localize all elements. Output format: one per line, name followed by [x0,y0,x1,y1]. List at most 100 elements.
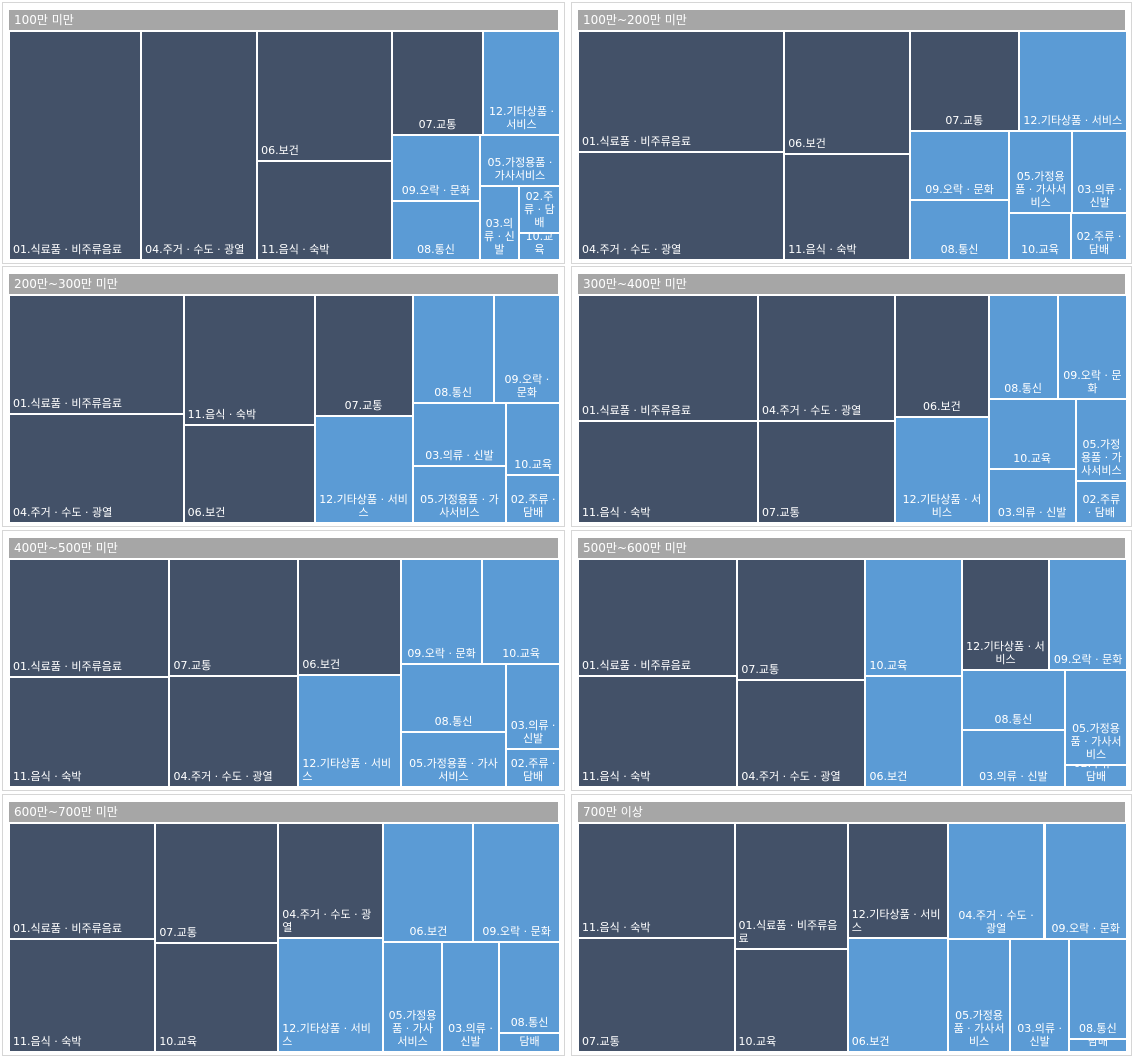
treemap-cell: 11.음식 · 숙박 [183,295,315,426]
treemap-cell: 01.식료품 · 비주류음료 [734,823,848,949]
treemap-cell: 09.오락 · 문화 [1044,823,1127,939]
treemap-cell: 12.기타상품 · 서비스 [298,675,401,787]
treemap-cell: 04.주거 · 수도 · 광열 [141,31,258,260]
treemap-cell: 05.가정용품 · 가사서비스 [400,731,507,787]
treemap-cell: 02.주류 · 담배 [1065,765,1127,787]
treemap-cell-label: 07.교통 [762,505,800,519]
treemap-cell-label: 01.식료품 · 비주류음료 [13,243,122,256]
treemap-cell-label: 03.의류 · 신발 [979,769,1048,783]
treemap-cell: 01.식료품 · 비주류음료 [9,295,184,415]
treemap-cell: 12.기타상품 · 서비스 [314,415,413,523]
treemap-cell: 06.보건 [257,31,393,161]
treemap-cell: 09.오락 · 문화 [1049,559,1127,670]
treemap-cell: 10.교육 [988,398,1076,469]
treemap-cell-label: 11.음식 · 숙박 [582,920,651,934]
treemap-cell-label: 06.보건 [923,399,961,413]
treemap-cell: 06.보건 [847,937,948,1052]
treemap-cell: 05.가정용품 · 가사서비스 [383,942,442,1052]
treemap-cell: 04.주거 · 수도 · 광열 [278,823,384,938]
treemap-cell: 04.주거 · 수도 · 광열 [758,295,896,422]
treemap-cell-label: 04.주거 · 수도 · 광열 [762,404,862,418]
treemap-cell: 08.통신 [961,669,1065,730]
treemap-cell-label: 01.식료품 · 비주류음료 [582,404,691,418]
treemap-cell: 02.주류 · 담배 [506,475,560,523]
treemap-cell: 02.주류 · 담배 [1071,213,1127,260]
treemap-cell: 02.주류 · 담배 [1075,480,1127,523]
panel-title: 600만~700만 미만 [9,802,558,822]
treemap-plot: 01.식료품 · 비주류음료 11.음식 · 숙박 07.교통 10.교육 04.주거 … [9,823,560,1052]
treemap-cell-label: 04.주거 · 수도 · 광열 [13,505,113,519]
treemap-cell-label: 12.기타상품 · 서비스 [282,1022,371,1048]
treemap-cell: 05.가정용품 · 가사서비스 [1065,669,1127,766]
treemap-panel: 400만~500만 미만 01.식료품 · 비주류음료 11.음식 · 숙박 07.교… [2,530,565,791]
treemap-cell: 11.음식 · 숙박 [257,161,393,260]
treemap-cell-label: 08.통신 [434,385,472,399]
panel-title: 700만 이상 [578,802,1125,822]
treemap-cell: 08.통신 [412,295,494,403]
panel-title: 500만~600만 미만 [578,538,1125,558]
treemap-cell: 12.기타상품 · 서비스 [961,559,1050,670]
treemap-cell-label: 04.주거 · 수도 · 광열 [741,769,841,783]
treemap-cell: 03.의류 · 신발 [479,185,519,260]
treemap-cell: 08.통신 [988,295,1058,399]
treemap-cell-label: 05.가정용품 · 가사서비스 [420,492,499,519]
panel-title: 300만~400만 미만 [578,274,1125,294]
treemap-cell: 02.주류 · 담배 [518,185,560,233]
treemap-cell: 09.오락 · 문화 [910,131,1009,200]
treemap-cell: 10.교육 [518,232,560,260]
panel-title: 400만~500만 미만 [9,538,558,558]
treemap-cell: 01.식료품 · 비주류음료 [9,559,170,677]
treemap-cell-label: 05.가정용품 · 가사서비스 [388,1008,437,1048]
treemap-cell: 03.의류 · 신발 [1072,131,1127,214]
treemap-cell: 04.주거 · 수도 · 광열 [578,151,785,260]
treemap-cell: 05.가정용품 · 가사서비스 [412,465,507,523]
treemap-cell-label: 01.식료품 · 비주류음료 [13,397,122,411]
treemap-cell-label: 03.의류 · 신발 [1077,183,1123,210]
treemap-cell: 03.의류 · 신발 [441,942,500,1052]
treemap-cell: 09.오락 · 문화 [1057,295,1127,399]
treemap-cell-label: 03.의류 · 신발 [1017,1021,1062,1048]
treemap-cell-label: 05.가정용품 · 가사서비스 [409,756,498,783]
treemap-cell-label: 03.의류 · 신발 [997,505,1067,519]
treemap-plot: 01.식료품 · 비주류음료 11.음식 · 숙박 04.주거 · 수도 · 광열 0… [578,295,1127,523]
treemap-cell: 02.주류 · 담배 [1068,1038,1127,1052]
treemap-cell-label: 03.의류 · 신발 [484,216,515,256]
treemap-cell-label: 08.통신 [1078,1021,1117,1035]
treemap-plot: 11.음식 · 숙박 07.교통 01.식료품 · 비주류음료 10.교육 12.기타상… [578,823,1127,1052]
treemap-cell-label: 10.교육 [1021,242,1059,256]
treemap-cell-label: 10.교육 [525,232,554,256]
treemap-cell: 05.가정용품 · 가사서비스 [947,938,1011,1052]
treemap-cell-label: 08.통신 [940,242,979,256]
treemap-cell: 10.교육 [734,948,848,1052]
treemap-cell: 06.보건 [895,295,989,417]
treemap-cell: 10.교육 [482,559,560,664]
treemap-cell-label: 02.주류 · 담배 [1076,229,1122,256]
treemap-cell: 01.식료품 · 비주류음료 [578,559,738,676]
treemap-cell: 11.음식 · 숙박 [578,421,759,523]
treemap-cell: 07.교통 [737,559,866,680]
treemap-cell: 06.보건 [383,823,474,943]
treemap-cell: 12.기타상품 · 서비스 [847,823,948,938]
treemap-cell-label: 02.주류 · 담배 [510,756,556,783]
treemap-cell: 10.교육 [155,943,279,1052]
treemap-cell-label: 05.가정용품 · 가사서비스 [1080,437,1122,477]
treemap-cell-label: 11.음식 · 숙박 [261,242,330,256]
treemap-cell-label: 07.교통 [582,1035,620,1048]
treemap-cell: 11.음식 · 숙박 [784,154,911,260]
treemap-cell-label: 02.주류 · 담배 [507,1034,552,1048]
treemap-cell-label: 07.교통 [344,398,383,412]
treemap-cell-label: 09.오락 · 문화 [504,372,550,399]
treemap-cell-label: 06.보건 [302,658,341,672]
treemap-cell-label: 04.주거 · 수도 · 광열 [173,769,273,783]
treemap-cell-label: 08.통신 [434,714,473,728]
treemap-cell-label: 07.교통 [741,662,780,676]
treemap-cell: 10.교육 [865,559,962,677]
treemap-cell: 03.의류 · 신발 [1010,938,1069,1052]
treemap-cell-label: 09.오락 · 문화 [1063,368,1122,395]
treemap-panel: 100만 미만 01.식료품 · 비주류음료 04.주거 · 수도 · 광열 06.보… [2,2,565,264]
treemap-cell: 05.가정용품 · 가사서비스 [1008,131,1073,214]
treemap-cell-label: 12.기타상품 · 서비스 [488,105,554,132]
treemap-cell: 01.식료품 · 비주류음료 [9,823,156,940]
treemap-cell-label: 07.교통 [418,118,457,132]
treemap-cell-label: 08.통신 [994,712,1033,726]
